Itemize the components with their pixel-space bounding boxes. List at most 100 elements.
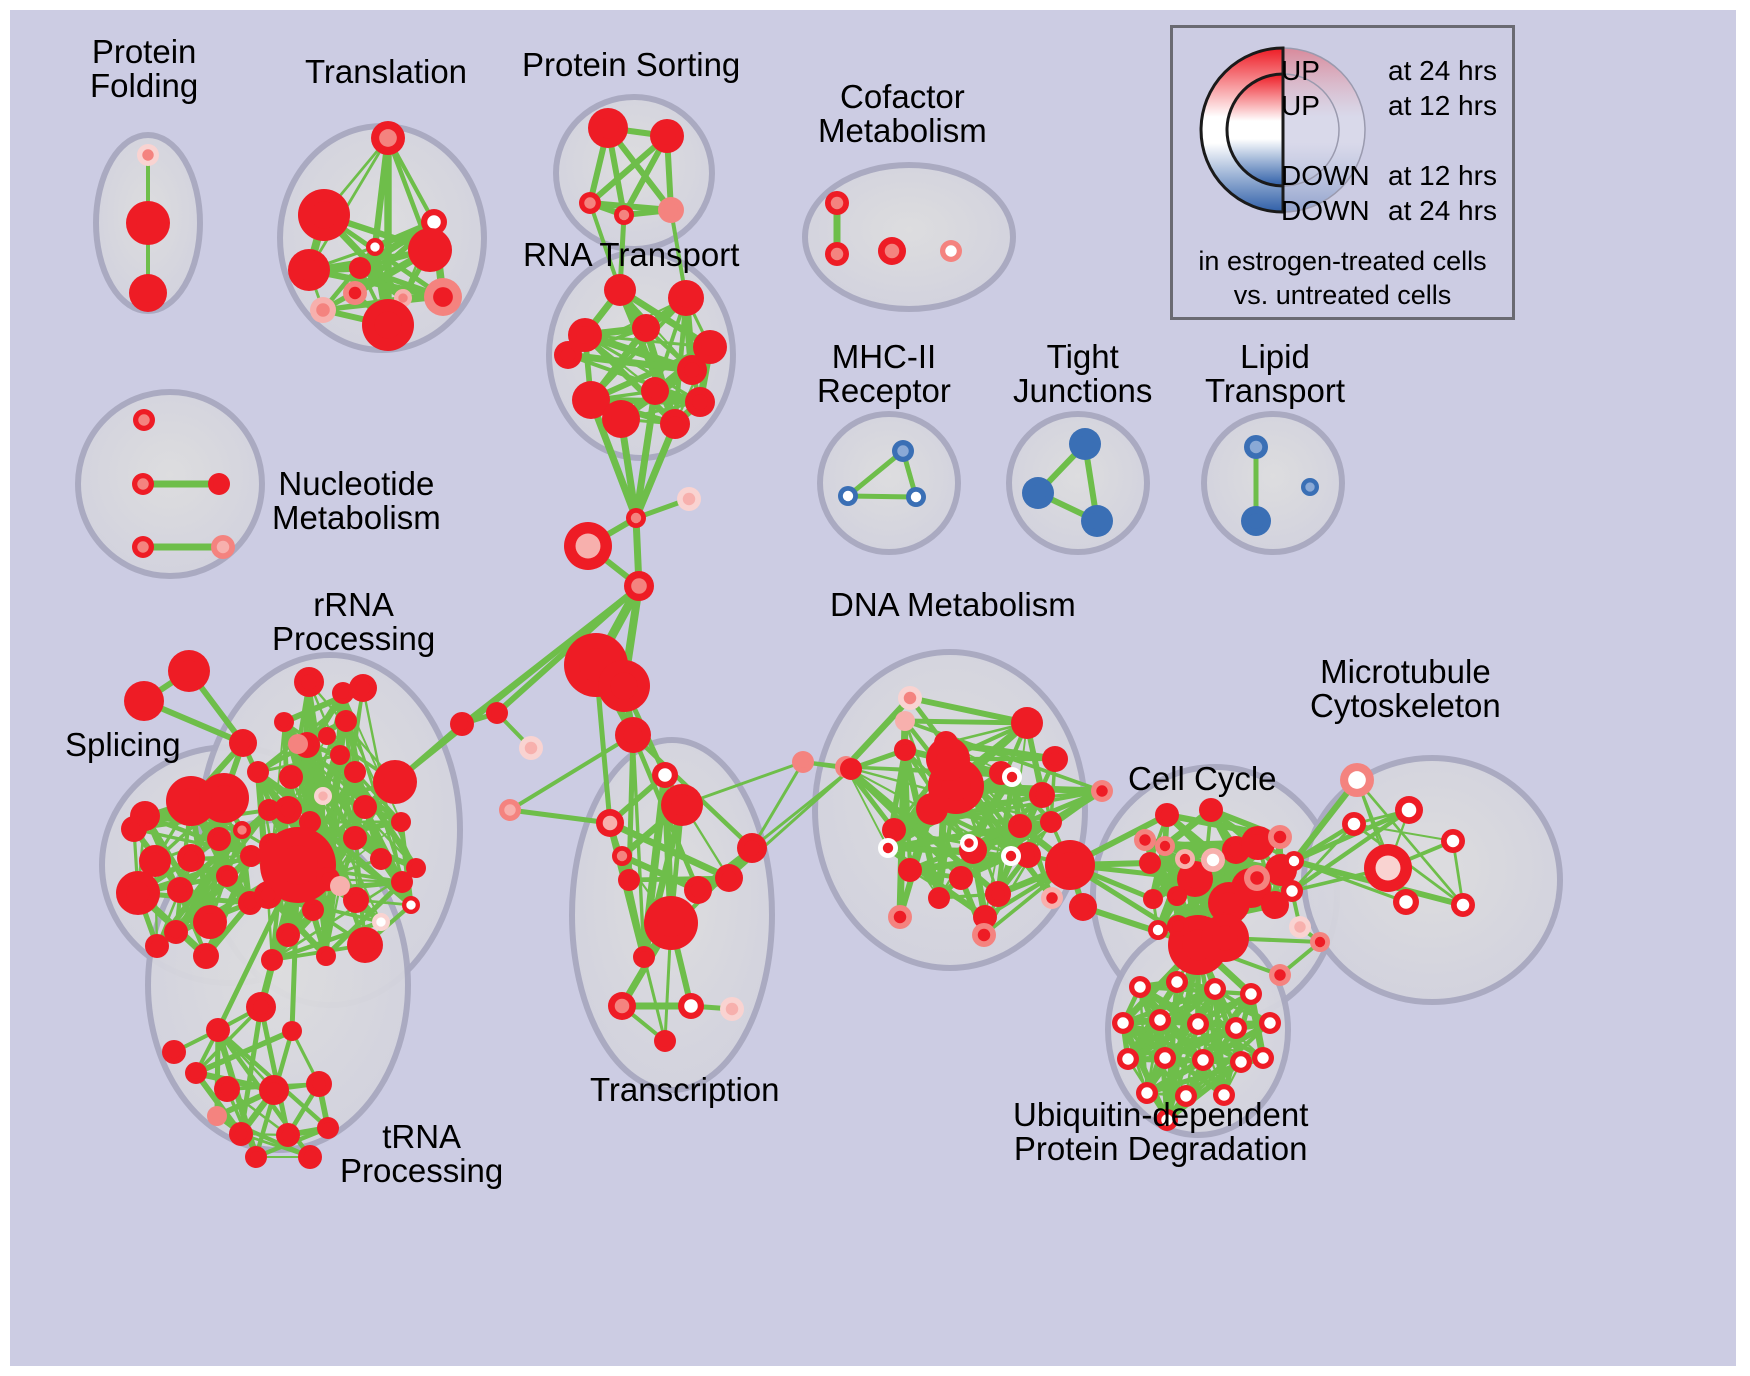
network-node <box>825 191 849 215</box>
network-node <box>207 1106 227 1126</box>
network-node <box>1154 1047 1176 1069</box>
legend-time-3: at 24 hrs <box>1388 195 1497 226</box>
network-node <box>1301 478 1319 496</box>
network-node <box>888 905 912 929</box>
network-node <box>668 280 704 316</box>
network-node <box>1395 796 1423 824</box>
network-node <box>1289 916 1311 938</box>
network-edge <box>193 1028 295 1076</box>
network-node <box>1069 428 1101 460</box>
network-node <box>258 799 280 821</box>
network-edge <box>902 718 1030 726</box>
network-node <box>1136 1082 1158 1104</box>
network-edge <box>1353 823 1454 842</box>
network-node <box>715 864 743 892</box>
network-node <box>1192 1049 1214 1071</box>
network-node <box>1230 1051 1252 1073</box>
network-node <box>168 650 210 692</box>
network-node <box>366 238 384 256</box>
network-node <box>1129 976 1151 998</box>
network-node <box>347 927 383 963</box>
network-edge <box>508 733 635 812</box>
network-node <box>424 278 462 316</box>
network-node <box>572 381 610 419</box>
network-node <box>1069 893 1097 921</box>
network-node <box>602 400 640 438</box>
cluster-hull-cofactor-metabolism <box>802 162 1016 312</box>
network-node <box>1045 840 1095 890</box>
network-node <box>677 487 701 511</box>
network-node <box>167 877 193 903</box>
network-node <box>1364 844 1412 892</box>
network-node <box>1281 880 1303 902</box>
network-node <box>882 818 906 842</box>
network-edge <box>965 773 1016 847</box>
network-node <box>299 811 321 833</box>
network-node <box>1187 1013 1209 1035</box>
cluster-hull-protein-sorting <box>553 94 715 252</box>
network-node <box>1204 978 1226 1000</box>
network-node <box>878 237 906 265</box>
network-node <box>261 949 283 971</box>
cluster-label-transcription: Transcription <box>590 1071 780 1108</box>
network-node <box>233 821 251 839</box>
network-node <box>1244 435 1268 459</box>
network-node <box>1252 1047 1274 1069</box>
network-edge <box>1355 778 1465 907</box>
network-node <box>898 686 922 710</box>
network-node <box>245 1146 267 1168</box>
network-edge <box>845 448 906 499</box>
network-node <box>216 865 238 887</box>
network-figure: Protein Folding Translation Protein Sortin… <box>10 10 1736 1366</box>
network-node <box>133 409 155 431</box>
network-node <box>1284 851 1304 871</box>
network-node <box>330 745 350 765</box>
network-node <box>1148 920 1168 940</box>
network-node <box>1342 812 1366 836</box>
network-node <box>878 838 898 858</box>
network-node <box>450 712 474 736</box>
network-node <box>126 201 170 245</box>
network-node <box>335 710 357 732</box>
cluster-label-rna-transport: RNA Transport <box>523 236 740 273</box>
network-edge <box>295 741 404 825</box>
network-node <box>1451 893 1475 917</box>
network-node <box>652 762 678 788</box>
legend-state-1: UP <box>1281 90 1320 121</box>
cluster-hull-lipid-transport <box>1201 411 1345 555</box>
network-node <box>1393 889 1419 915</box>
network-node <box>940 240 962 262</box>
network-node <box>898 858 922 882</box>
network-edge <box>307 136 390 272</box>
network-node <box>1167 915 1189 937</box>
network-node <box>1261 891 1289 919</box>
network-node <box>1149 1009 1171 1031</box>
network-node <box>1269 964 1291 986</box>
network-edge <box>256 753 342 774</box>
network-node <box>1156 1109 1178 1131</box>
network-node <box>985 881 1011 907</box>
cluster-label-cofactor-metabolism: Cofactor Metabolism <box>818 78 987 149</box>
network-node <box>554 341 582 369</box>
legend-time-0: at 24 hrs <box>1388 55 1497 86</box>
network-node <box>288 734 308 754</box>
network-node <box>1155 803 1179 827</box>
network-node <box>684 876 712 904</box>
network-node <box>349 257 371 279</box>
network-node <box>207 827 231 851</box>
legend-state-3: DOWN <box>1281 195 1370 226</box>
network-node <box>1081 505 1113 537</box>
network-edge <box>258 1004 291 1138</box>
network-node <box>276 1123 300 1147</box>
network-edge <box>845 766 889 849</box>
network-node <box>1001 846 1021 866</box>
legend-state-2: DOWN <box>1281 160 1370 191</box>
network-node <box>1167 886 1187 906</box>
network-node <box>1340 763 1374 797</box>
network-node <box>162 1040 186 1064</box>
legend-footer-line-2: vs. untreated cells <box>1233 280 1452 310</box>
network-node <box>391 812 411 832</box>
network-node <box>1225 1017 1247 1039</box>
network-node <box>840 758 862 780</box>
cluster-label-lipid-transport: Lipid Transport <box>1205 338 1345 409</box>
